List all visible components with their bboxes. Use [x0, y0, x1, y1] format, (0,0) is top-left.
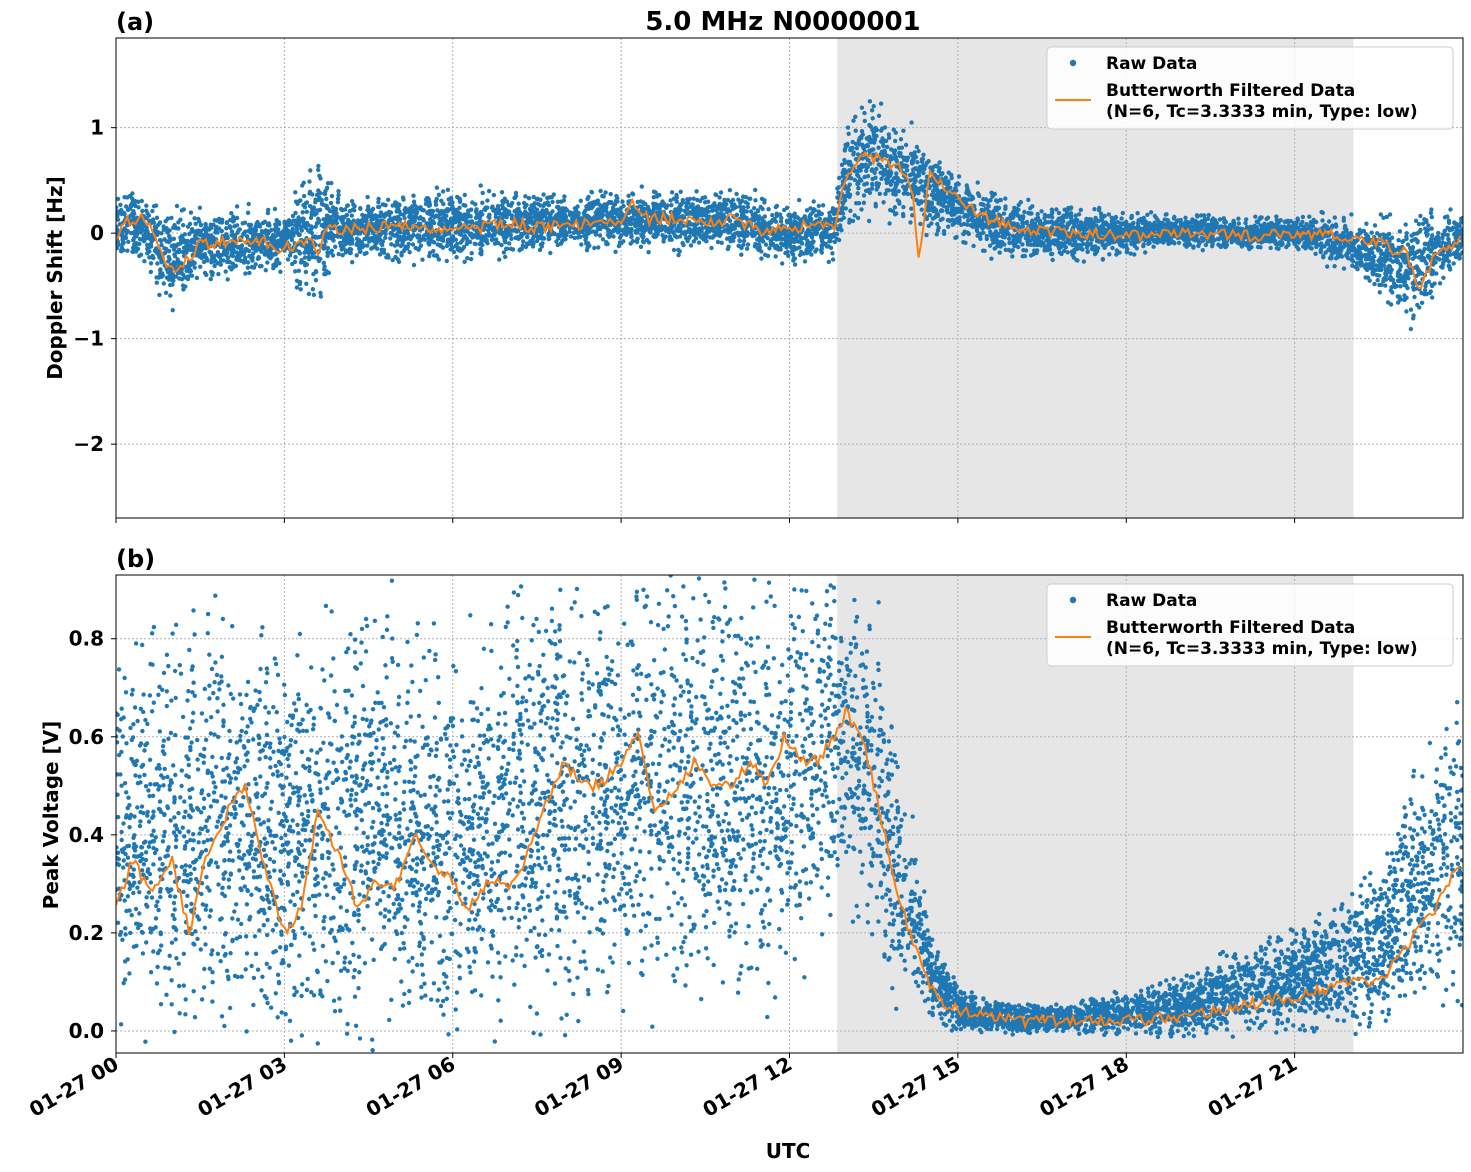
legend-filtered-label: Butterworth Filtered Data — [1106, 618, 1355, 638]
y-tick-label: −1 — [73, 327, 104, 351]
figure-title: 5.0 MHz N0000001 — [645, 7, 920, 37]
voltage-legend: Raw Data Butterworth Filtered Data (N=6,… — [1047, 584, 1453, 666]
legend-raw-marker — [1070, 60, 1076, 66]
y-tick-label: 0.2 — [69, 921, 104, 945]
y-tick-label: −2 — [73, 432, 104, 456]
voltage-panel: (b) 0.8 0.6 0.4 0.2 0.0 Peak Voltage [V] Raw… — [39, 531, 1465, 1076]
voltage-ylabel: Peak Voltage [V] — [39, 721, 63, 910]
doppler-ylabel: Doppler Shift [Hz] — [43, 176, 67, 380]
panel-a-label: (a) — [116, 8, 154, 36]
legend-filtered-params: (N=6, Tc=3.3333 min, Type: low) — [1106, 102, 1418, 122]
y-tick-label: 0.0 — [69, 1019, 104, 1043]
x-tick-label: 01-27 03 — [193, 1052, 291, 1122]
x-tick-label: 01-27 15 — [867, 1052, 965, 1122]
x-tick-label: 01-27 12 — [698, 1052, 796, 1122]
legend-raw-label: Raw Data — [1106, 591, 1197, 611]
x-tick-label: 01-27 06 — [362, 1052, 460, 1122]
x-tick-labels: 01-27 00 01-27 03 01-27 06 01-27 09 01-27 12… — [25, 1052, 1301, 1122]
legend-raw-label: Raw Data — [1106, 54, 1197, 74]
x-tick-label: 01-27 09 — [530, 1052, 628, 1122]
panel-b-label: (b) — [116, 545, 155, 573]
y-tick-label: 0 — [90, 221, 104, 245]
x-tick-label: 01-27 21 — [1204, 1052, 1302, 1122]
doppler-panel: (a) 1 0 −1 −2 Doppler Shift [Hz] Raw Data B… — [43, 8, 1465, 523]
doppler-legend: Raw Data Butterworth Filtered Data (N=6,… — [1047, 47, 1453, 129]
legend-filtered-label: Butterworth Filtered Data — [1106, 81, 1355, 101]
y-tick-label: 0.4 — [69, 823, 104, 847]
y-tick-label: 0.8 — [69, 627, 104, 651]
legend-filtered-params: (N=6, Tc=3.3333 min, Type: low) — [1106, 639, 1418, 659]
x-tick-label: 01-27 00 — [25, 1052, 123, 1122]
y-tick-label: 0.6 — [69, 725, 104, 749]
y-tick-label: 1 — [90, 116, 104, 140]
x-tick-label: 01-27 18 — [1035, 1052, 1133, 1122]
x-axis-label: UTC — [766, 1139, 811, 1163]
legend-raw-marker — [1070, 597, 1076, 603]
